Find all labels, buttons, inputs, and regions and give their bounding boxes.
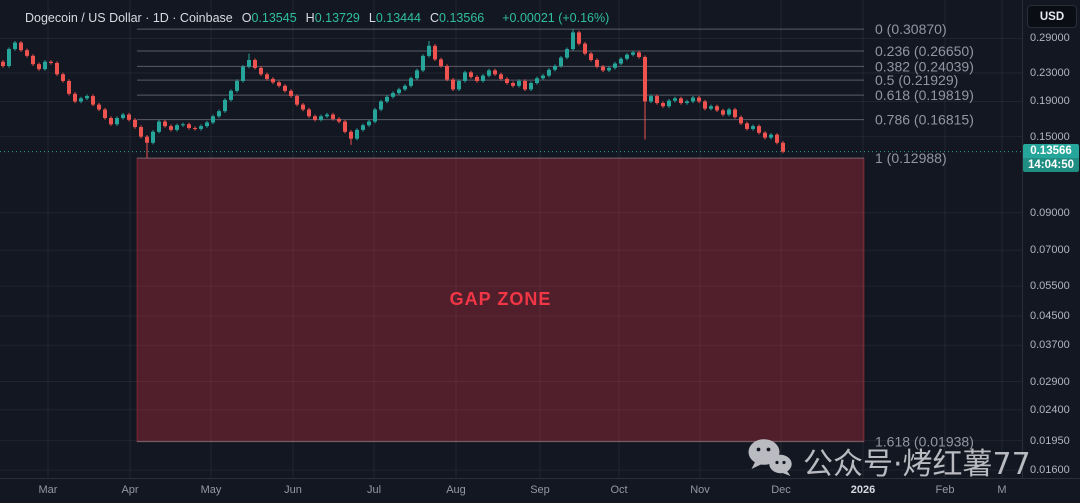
time-axis-label: Mar xyxy=(38,484,58,496)
fib-level-label: 1.618 (0.01938) xyxy=(875,434,974,450)
time-axis-label: Sep xyxy=(530,484,550,496)
watermark-text: 公众号·烤红薯77 xyxy=(803,447,1031,482)
time-axis-label: Oct xyxy=(610,484,628,496)
price-axis-label: 0.04500 xyxy=(1030,310,1070,323)
price-axis-label: 0.02900 xyxy=(1030,375,1070,388)
symbol-title: Dogecoin / US Dollar · 1D · Coinbase xyxy=(25,11,233,25)
fib-level-label: 0.382 (0.24039) xyxy=(875,58,974,74)
fib-level-label: 0.236 (0.26650) xyxy=(875,43,974,59)
fib-level-label: 0.5 (0.21929) xyxy=(875,72,958,88)
price-axis-label: 0.01950 xyxy=(1030,434,1070,447)
last-price-value: 0.13566 xyxy=(1023,143,1079,158)
watermark: 公众号·烤红薯77 xyxy=(747,437,1031,485)
currency-toggle-button[interactable]: USD xyxy=(1027,5,1077,28)
time-axis-label: M xyxy=(997,484,1007,496)
ohlc-values: O0.13545 H0.13729 L0.13444 C0.13566 xyxy=(242,11,494,25)
time-axis-label: Dec xyxy=(771,484,791,496)
fib-level-label: 0.618 (0.19819) xyxy=(875,87,974,103)
change-value: +0.00021 (+0.16%) xyxy=(502,11,610,25)
price-axis-label: 0.02400 xyxy=(1030,403,1070,416)
time-axis-label: Aug xyxy=(446,484,466,496)
time-axis-label: Jul xyxy=(366,484,382,496)
ohlc-segment: C0.13566 xyxy=(430,11,485,25)
price-axis-label: 0.15000 xyxy=(1030,130,1070,143)
gap-zone-rect[interactable] xyxy=(136,157,865,443)
time-axis-label: Apr xyxy=(121,484,139,496)
ohlc-segment: O0.13545 xyxy=(241,11,297,25)
price-axis-label: 0.19000 xyxy=(1030,95,1070,108)
fib-level-label: 1 (0.12988) xyxy=(875,150,947,166)
fib-level-label: 0 (0.30870) xyxy=(875,21,947,37)
chart-plot-area[interactable]: 0 (0.30870) 0.236 (0.26650)0.382 (0.24039… xyxy=(0,0,1022,478)
fib-level-label: 0.786 (0.16815) xyxy=(875,112,974,128)
wechat-icon xyxy=(747,437,793,485)
last-price-badge[interactable]: 0.13566 14:04:50 xyxy=(1023,143,1079,172)
price-axis-label: 0.23000 xyxy=(1030,66,1070,79)
price-axis[interactable]: USD 0.29000 0.23000 0.19000 0.15000 0.09000 0… xyxy=(1022,0,1080,478)
time-axis-label: May xyxy=(200,484,222,496)
price-axis-label: 0.03700 xyxy=(1030,339,1070,352)
bar-countdown: 14:04:50 xyxy=(1023,157,1079,172)
price-axis-label: 0.09000 xyxy=(1030,206,1070,219)
ohlc-segment: H0.13729 xyxy=(305,11,360,25)
time-axis-label: Feb xyxy=(935,484,955,496)
time-axis-label: 2026 xyxy=(850,484,876,496)
gap-zone-label: GAP ZONE xyxy=(449,288,552,309)
price-axis-label: 0.05500 xyxy=(1030,280,1070,293)
time-axis[interactable]: Mar Apr May Jun Jul Aug Sep Oct Nov Dec 2026 Feb M xyxy=(0,478,1080,503)
ohlc-segment: L0.13444 xyxy=(368,11,422,25)
price-axis-label: 0.01600 xyxy=(1030,464,1070,477)
time-axis-label: Jun xyxy=(284,484,302,496)
time-axis-label: Nov xyxy=(690,484,710,496)
price-axis-label: 0.07000 xyxy=(1030,244,1070,257)
price-axis-label: 0.29000 xyxy=(1030,32,1070,45)
symbol-legend[interactable]: Dogecoin / US Dollar · 1D · Coinbase O0.… xyxy=(25,11,609,25)
